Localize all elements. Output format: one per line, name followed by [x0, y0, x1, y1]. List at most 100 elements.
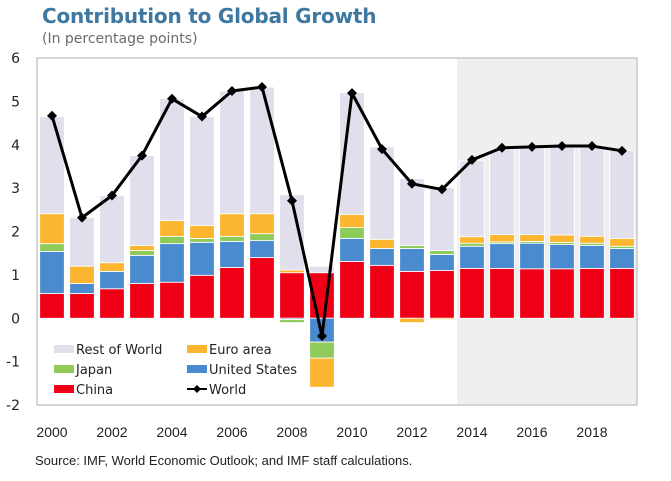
world-line-layer — [47, 82, 627, 342]
legend-label-rest-of-world: Rest of World — [76, 343, 162, 358]
bar-united-states-2003 — [129, 254, 155, 284]
legend-swatch-japan — [54, 365, 74, 373]
bar-japan-2014 — [459, 242, 485, 247]
bar-japan-2003 — [129, 250, 155, 256]
bar-china-2013 — [429, 270, 455, 319]
world-marker-2009 — [317, 331, 327, 342]
x-tick-label: 2016 — [516, 424, 547, 440]
bar-japan-2000 — [39, 243, 65, 252]
bar-united-states-2001 — [69, 283, 95, 294]
y-tick-label: 6 — [11, 51, 20, 67]
bar-rest-of-world-2005 — [189, 116, 215, 226]
y-tick-label: 4 — [11, 138, 20, 154]
bar-euro-area-2002 — [99, 262, 125, 272]
bar-japan-2006 — [219, 235, 245, 242]
legend-item-china: China — [54, 383, 113, 398]
y-tick-label: -2 — [6, 398, 20, 414]
bar-rest-of-world-2009 — [309, 265, 335, 274]
bar-united-states-2004 — [159, 243, 185, 283]
bar-china-2016 — [519, 268, 545, 319]
bar-euro-area-2010 — [339, 214, 365, 228]
bar-china-2017 — [549, 268, 575, 319]
legend-swatch-china — [54, 385, 74, 393]
bar-euro-area-2003 — [129, 244, 155, 251]
bar-rest-of-world-2001 — [69, 217, 95, 267]
bar-china-2001 — [69, 293, 95, 319]
bar-euro-area-2004 — [159, 220, 185, 237]
bar-rest-of-world-2011 — [369, 146, 395, 240]
world-marker-2019 — [617, 145, 627, 156]
y-tick-label: 2 — [11, 225, 20, 241]
legend-swatch-rest-of-world — [54, 345, 74, 353]
forecast-shade — [457, 58, 637, 405]
bar-united-states-2019 — [609, 248, 635, 269]
bar-euro-area-2014 — [459, 236, 485, 244]
world-marker-2015 — [497, 142, 507, 153]
world-marker-2018 — [587, 141, 597, 152]
legend-label-world: World — [209, 383, 246, 398]
bar-rest-of-world-2012 — [399, 178, 425, 246]
bar-japan-2012 — [399, 244, 425, 249]
bar-united-states-2014 — [459, 245, 485, 269]
bar-euro-area-2019 — [609, 238, 635, 247]
world-marker-2010 — [347, 88, 357, 99]
bar-united-states-2016 — [519, 242, 545, 270]
bar-japan-2007 — [249, 233, 275, 242]
bar-rest-of-world-2016 — [519, 147, 545, 235]
x-tick-label: 2010 — [336, 424, 367, 440]
bar-united-states-2005 — [189, 241, 215, 276]
world-marker-2002 — [107, 190, 117, 201]
bar-euro-area-2001 — [69, 265, 95, 284]
bar-china-2011 — [369, 264, 395, 319]
world-marker-2007 — [257, 82, 267, 93]
legend-item-japan: Japan — [54, 363, 112, 378]
bar-rest-of-world-2004 — [159, 98, 185, 222]
legend-label-euro-area: Euro area — [209, 343, 272, 358]
bars-layer — [39, 86, 635, 388]
bar-euro-area-2016 — [519, 234, 545, 242]
world-marker-2016 — [527, 141, 537, 152]
y-tick-label: 5 — [11, 94, 20, 110]
bar-rest-of-world-2019 — [609, 149, 635, 239]
bar-china-2010 — [339, 261, 365, 319]
legend-marker-world — [193, 385, 201, 393]
bar-japan-2010 — [339, 227, 365, 239]
bar-china-2018 — [579, 267, 605, 319]
y-tick-label: 3 — [11, 181, 20, 197]
legend: Rest of World Euro area Japan United States… — [54, 343, 297, 398]
legend-label-japan: Japan — [75, 363, 112, 378]
bar-china-2015 — [489, 267, 515, 319]
bar-china-2008 — [279, 272, 305, 319]
bar-euro-area-2000 — [39, 213, 65, 245]
world-marker-2013 — [437, 184, 447, 195]
bar-euro-area-2011 — [369, 238, 395, 249]
bar-euro-area-2009 — [309, 357, 335, 388]
bar-japan-2008 — [279, 319, 305, 323]
world-marker-2012 — [407, 178, 417, 189]
bar-united-states-2013 — [429, 254, 455, 271]
x-tick-label: 2014 — [456, 424, 487, 440]
chart-title: Contribution to Global Growth — [42, 4, 377, 28]
world-marker-2011 — [377, 144, 387, 155]
bar-rest-of-world-2000 — [39, 116, 65, 215]
legend-swatch-united-states — [187, 365, 207, 373]
world-marker-2006 — [227, 85, 237, 96]
x-tick-label: 2000 — [36, 424, 67, 440]
world-marker-2001 — [77, 212, 87, 223]
legend-label-united-states: United States — [209, 363, 297, 378]
bar-rest-of-world-2007 — [249, 86, 275, 215]
bar-china-2012 — [399, 271, 425, 319]
world-marker-2008 — [287, 195, 297, 206]
chart-subtitle: (In percentage points) — [42, 31, 198, 47]
source-note: Source: IMF, World Economic Outlook; and… — [35, 453, 413, 468]
bar-united-states-2018 — [579, 244, 605, 269]
bar-japan-2005 — [189, 238, 215, 243]
world-marker-2005 — [197, 111, 207, 122]
bar-china-2003 — [129, 283, 155, 319]
legend-item-world: World — [187, 383, 246, 398]
bar-rest-of-world-2006 — [219, 90, 245, 215]
plot-frame — [36, 57, 638, 406]
bar-china-2004 — [159, 281, 185, 319]
bar-rest-of-world-2017 — [549, 145, 575, 236]
bar-china-2000 — [39, 293, 65, 319]
